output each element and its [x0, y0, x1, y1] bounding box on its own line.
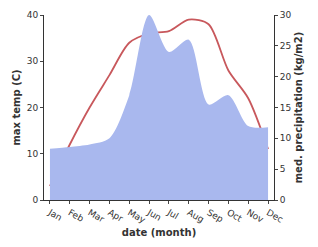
svg-text:10: 10 — [280, 133, 292, 143]
svg-text:med. precipitation (kg/m2): med. precipitation (kg/m2) — [293, 32, 304, 184]
svg-text:max temp (C): max temp (C) — [11, 69, 22, 145]
svg-text:date (month): date (month) — [122, 227, 196, 238]
svg-text:30: 30 — [27, 56, 39, 66]
svg-text:20: 20 — [27, 103, 39, 113]
svg-text:Jan: Jan — [46, 207, 64, 223]
svg-text:Apr: Apr — [106, 207, 125, 224]
svg-text:30: 30 — [280, 10, 292, 20]
svg-text:Nov: Nov — [245, 207, 266, 225]
svg-text:May: May — [126, 207, 148, 225]
svg-text:Sep: Sep — [205, 207, 225, 224]
svg-text:Dec: Dec — [265, 207, 285, 224]
svg-text:5: 5 — [280, 164, 286, 174]
svg-text:Jun: Jun — [145, 207, 163, 223]
svg-text:0: 0 — [280, 195, 286, 205]
svg-text:10: 10 — [27, 149, 39, 159]
svg-text:20: 20 — [280, 72, 292, 82]
svg-text:Mar: Mar — [86, 207, 106, 224]
svg-text:Aug: Aug — [185, 207, 205, 224]
svg-text:25: 25 — [280, 41, 291, 51]
svg-text:Jul: Jul — [165, 207, 180, 222]
svg-text:15: 15 — [280, 103, 291, 113]
svg-text:Oct: Oct — [225, 207, 244, 224]
svg-text:0: 0 — [32, 195, 38, 205]
svg-text:40: 40 — [27, 10, 39, 20]
svg-text:Feb: Feb — [67, 207, 86, 224]
